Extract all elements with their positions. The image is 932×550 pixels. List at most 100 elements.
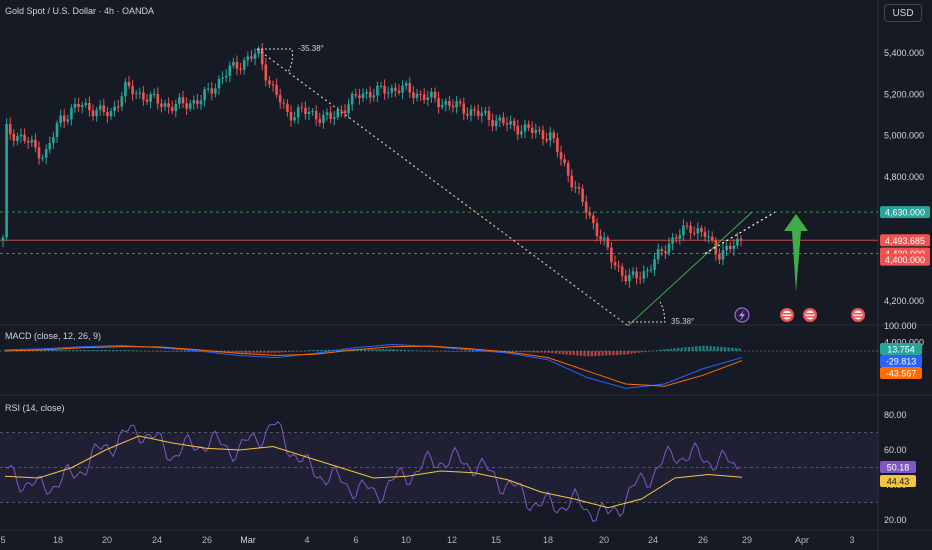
price-tick-label: 5,400.000 <box>884 48 924 58</box>
macd-histogram-bar <box>543 351 547 353</box>
candle-body <box>505 123 509 125</box>
macd-histogram-bar <box>306 350 309 352</box>
candle-body <box>610 247 613 263</box>
candle-body <box>156 93 160 104</box>
macd-histogram-bar <box>155 351 158 352</box>
macd-histogram-bar <box>327 349 331 351</box>
macd-histogram-bar <box>734 348 737 351</box>
macd-histogram-bar <box>245 351 248 353</box>
macd-histogram-bar <box>39 350 43 351</box>
up-arrow-icon <box>784 214 808 292</box>
candle-body <box>48 143 52 150</box>
candle-body <box>127 81 131 87</box>
macd-histogram-bar <box>691 346 694 351</box>
time-axis-label: 24 <box>152 535 162 545</box>
candle-body <box>451 105 455 108</box>
macd-histogram-bar <box>54 350 57 351</box>
macd-line <box>4 343 743 389</box>
signal-line <box>4 345 743 387</box>
candle-body <box>710 236 714 241</box>
macd-histogram-bar <box>86 350 89 351</box>
macd-histogram-bar <box>385 349 388 351</box>
candle-body <box>728 245 732 250</box>
macd-histogram-bar <box>381 349 385 351</box>
candle-body <box>73 103 77 108</box>
candle-body <box>552 132 556 139</box>
candle-body <box>66 119 70 122</box>
macd-histogram-bar <box>162 351 165 352</box>
candle-body <box>703 231 707 237</box>
candle-body <box>329 112 332 119</box>
macd-histogram-bar <box>450 351 453 352</box>
candle-body <box>77 103 80 107</box>
candle-body <box>412 92 415 98</box>
candle-body <box>80 105 84 107</box>
candle-body <box>181 97 185 104</box>
candle-body <box>289 111 293 121</box>
us-flag-icon <box>806 313 814 315</box>
candle-body <box>163 103 167 107</box>
angle-label: 35.38° <box>671 317 694 326</box>
macd-histogram-bar <box>493 351 496 352</box>
candle-body <box>113 106 116 112</box>
candle-body <box>84 102 88 106</box>
macd-histogram-bar <box>90 350 93 351</box>
macd-value-text: 13.754 <box>887 345 915 355</box>
candle-body <box>109 111 113 117</box>
macd-histogram-bar <box>389 349 392 351</box>
macd-histogram-bar <box>119 350 122 351</box>
candle-body <box>667 243 671 253</box>
macd-histogram-bar <box>43 350 46 351</box>
candle-body <box>37 147 41 159</box>
macd-histogram-bar <box>176 351 179 352</box>
macd-histogram-bar <box>378 349 381 351</box>
macd-histogram-bar <box>453 351 457 352</box>
macd-histogram-bar <box>601 351 604 356</box>
macd-histogram-bar <box>407 350 410 351</box>
macd-histogram-bar <box>281 351 284 353</box>
candle-body <box>628 274 631 282</box>
candle-body <box>322 115 325 123</box>
candle-body <box>404 83 408 86</box>
candle-body <box>484 110 487 113</box>
macd-histogram-bar <box>61 350 64 351</box>
time-axis-label: 15 <box>491 535 501 545</box>
macd-histogram-bar <box>540 351 543 353</box>
candle-body <box>516 125 520 135</box>
candle-body <box>304 107 307 115</box>
macd-histogram-bar <box>673 348 676 351</box>
macd-histogram-bar <box>338 349 341 351</box>
up-trendline <box>627 211 753 327</box>
candle-body <box>131 86 134 95</box>
us-flag-icon <box>854 316 862 318</box>
candle-body <box>685 225 689 227</box>
macd-histogram-bar <box>72 350 75 351</box>
macd-histogram-bar <box>227 351 230 353</box>
macd-histogram-bar <box>698 345 701 351</box>
macd-histogram-bar <box>666 348 669 351</box>
macd-value-text: -29.813 <box>886 357 917 367</box>
candle-body <box>422 94 426 101</box>
candle-body <box>588 212 592 216</box>
macd-histogram-bar <box>104 350 107 351</box>
macd-histogram-bar <box>180 351 183 352</box>
macd-histogram-bar <box>579 351 583 356</box>
candle-body <box>448 101 451 106</box>
time-axis-label: 18 <box>543 535 553 545</box>
candle-body <box>296 107 300 118</box>
candle-body <box>30 139 34 143</box>
macd-histogram-bar <box>137 350 140 352</box>
macd-histogram-bar <box>684 347 687 351</box>
macd-histogram-bar <box>410 350 413 351</box>
currency-button[interactable]: USD <box>884 4 922 22</box>
candle-body <box>188 103 192 109</box>
candle-body <box>656 249 660 260</box>
macd-histogram-bar <box>79 350 82 351</box>
macd-histogram-bar <box>367 349 370 351</box>
macd-histogram-bar <box>551 351 554 354</box>
macd-histogram-bar <box>50 350 53 351</box>
time-axis-label: 10 <box>401 535 411 545</box>
candle-body <box>545 139 548 141</box>
macd-histogram-bar <box>655 350 658 351</box>
